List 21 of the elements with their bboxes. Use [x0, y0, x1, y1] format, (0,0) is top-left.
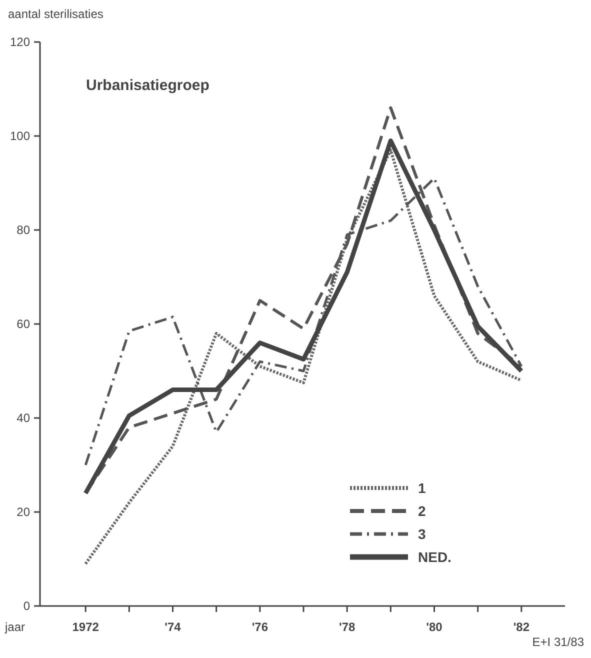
x-tick-label: '80 [426, 620, 443, 634]
x-tick-label: '82 [513, 620, 530, 634]
legend-label: 2 [418, 503, 426, 519]
text: E+I 31/83 [532, 635, 584, 649]
y-tick-label: 100 [10, 129, 30, 143]
x-axis-title: jaar [4, 620, 26, 634]
legend-label: 1 [418, 480, 426, 496]
x-tick-label: '74 [164, 620, 182, 634]
x-tick-label: 1972 [72, 620, 100, 634]
y-tick-label: 40 [16, 411, 30, 425]
y-tick-label: 20 [16, 505, 30, 519]
x-tick-label: '76 [252, 620, 268, 634]
y-tick-label: 60 [16, 317, 30, 331]
x-tick-label: '78 [338, 620, 356, 634]
legend-title: Urbanisatiegroep [86, 77, 210, 94]
y-tick-label: 80 [16, 223, 30, 237]
y-axis-title: aantal sterilisaties [8, 7, 104, 21]
y-tick-label: 120 [10, 35, 30, 49]
legend-label: NED. [418, 549, 452, 565]
legend-label: 3 [418, 526, 426, 542]
y-tick-label: 0 [23, 599, 30, 613]
